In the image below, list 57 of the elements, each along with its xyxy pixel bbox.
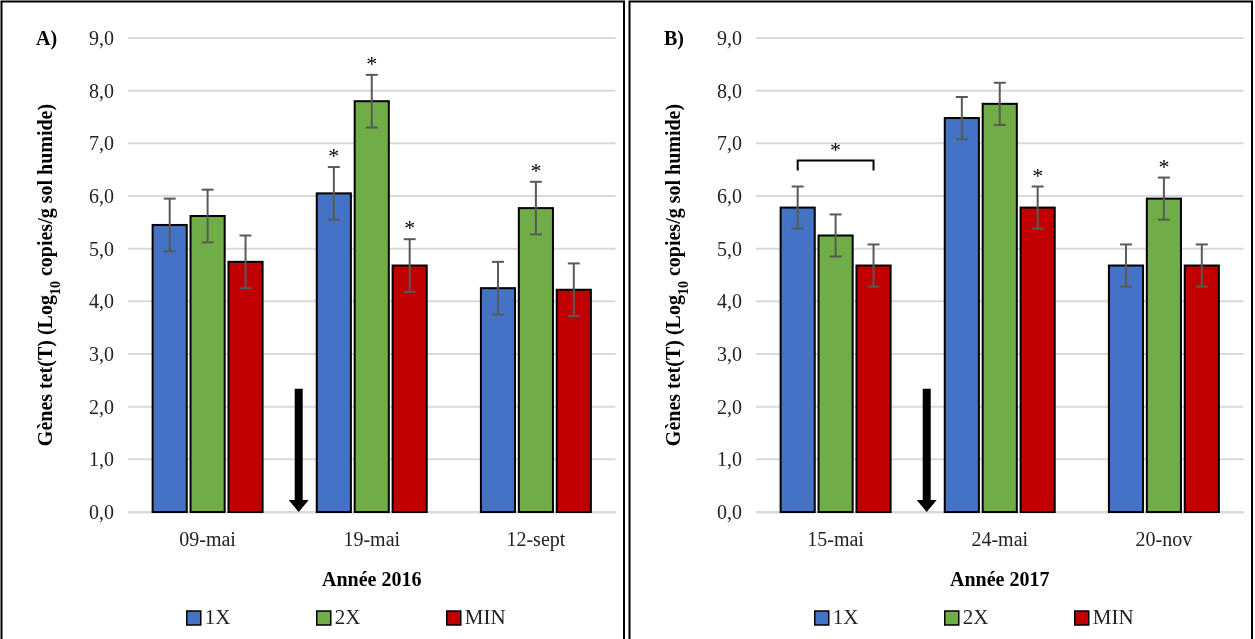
y-tick-label: 9,0 bbox=[716, 26, 742, 49]
y-tick-label: 6,0 bbox=[716, 184, 742, 207]
y-tick-label: 9,0 bbox=[89, 26, 114, 49]
legend-label: MIN bbox=[1092, 605, 1134, 629]
bar bbox=[1145, 197, 1182, 513]
annotation: * bbox=[1031, 162, 1043, 188]
bar bbox=[555, 288, 592, 513]
bar bbox=[517, 207, 554, 513]
y-tick-label: 1,0 bbox=[89, 448, 114, 471]
bar bbox=[1019, 206, 1056, 513]
x-tick-label: 24-mai bbox=[970, 528, 1029, 551]
bar bbox=[151, 223, 188, 513]
annotation: * bbox=[530, 157, 542, 183]
y-tick-label: 7,0 bbox=[89, 132, 114, 155]
x-tick-label: 20-nov bbox=[1135, 528, 1192, 551]
bar bbox=[981, 102, 1018, 513]
y-tick-label: 8,0 bbox=[716, 79, 742, 102]
y-tick-label: 2,0 bbox=[716, 395, 742, 418]
y-tick-label: 1,0 bbox=[716, 448, 742, 471]
legend-label: 2X bbox=[334, 605, 361, 629]
bar bbox=[391, 264, 428, 513]
y-tick-label: 3,0 bbox=[716, 342, 742, 365]
annotation: * bbox=[366, 50, 378, 76]
x-tick-label: 12-sept bbox=[506, 528, 566, 552]
y-tick-label: 5,0 bbox=[89, 237, 114, 260]
x-tick-label: 15-mai bbox=[806, 528, 864, 551]
bar bbox=[353, 100, 390, 513]
y-tick-label: 8,0 bbox=[89, 79, 114, 102]
x-tick-label: 19-mai bbox=[343, 528, 401, 551]
y-tick-label: 3,0 bbox=[89, 342, 114, 365]
y-tick-label: 4,0 bbox=[716, 290, 742, 313]
y-tick-label: 0,0 bbox=[89, 500, 114, 523]
y-tick-label: 7,0 bbox=[716, 132, 742, 155]
bar bbox=[1107, 264, 1144, 513]
x-tick-label: 09-mai bbox=[179, 528, 237, 551]
bar bbox=[1183, 264, 1220, 513]
y-tick-label: 0,0 bbox=[716, 500, 742, 523]
x-axis-title: Année 2017 bbox=[949, 568, 1049, 590]
legend-label: 1X bbox=[204, 605, 231, 629]
annotation: * bbox=[328, 143, 340, 169]
chart-title: A) bbox=[36, 27, 58, 50]
annotation: * bbox=[1157, 153, 1169, 179]
bar bbox=[943, 117, 980, 513]
bar bbox=[315, 192, 352, 513]
legend-label: MIN bbox=[464, 605, 506, 629]
bar bbox=[479, 287, 517, 513]
y-tick-label: 5,0 bbox=[716, 237, 742, 260]
annotation: * bbox=[829, 136, 841, 162]
legend-label: 1X bbox=[832, 605, 858, 629]
legend-label: 2X bbox=[962, 605, 988, 629]
annotation: * bbox=[404, 215, 416, 241]
y-tick-label: 6,0 bbox=[89, 184, 114, 207]
chart-title: B) bbox=[663, 27, 684, 50]
bar bbox=[779, 206, 816, 513]
x-axis-title: Année 2016 bbox=[322, 568, 422, 590]
y-tick-label: 2,0 bbox=[89, 395, 114, 418]
y-tick-label: 4,0 bbox=[89, 290, 114, 313]
